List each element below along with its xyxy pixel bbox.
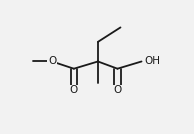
Text: O: O	[48, 56, 56, 66]
Text: O: O	[70, 85, 78, 95]
Text: O: O	[113, 85, 122, 95]
Text: OH: OH	[144, 56, 160, 66]
